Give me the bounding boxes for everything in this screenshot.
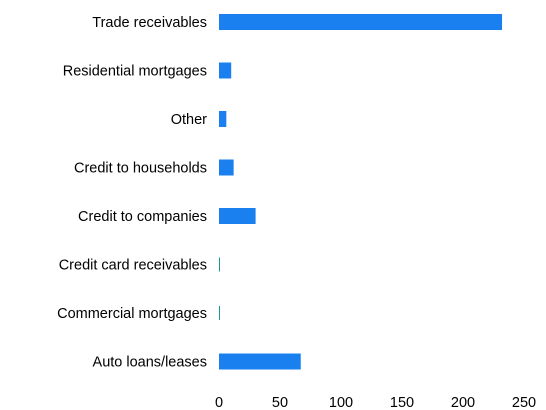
x-tick-label: 250 bbox=[512, 395, 536, 410]
x-tick-label: 150 bbox=[390, 395, 414, 410]
x-tick-label: 0 bbox=[215, 395, 223, 410]
category-label-credit-to-companies: Credit to companies bbox=[78, 209, 207, 225]
bar-credit-card-receivables bbox=[219, 257, 220, 272]
bar-commercial-mortgages bbox=[219, 306, 220, 320]
x-axis-ticks-group: 0 50 100 150 200 250 bbox=[215, 395, 536, 410]
x-tick-label: 50 bbox=[272, 395, 288, 410]
category-label-residential-mortgages: Residential mortgages bbox=[63, 64, 207, 80]
category-labels-group: Trade receivables Residential mortgages Ot… bbox=[57, 15, 207, 371]
bar-credit-to-households bbox=[219, 159, 234, 176]
x-tick-label: 200 bbox=[451, 395, 475, 410]
category-label-trade-receivables: Trade receivables bbox=[92, 15, 207, 31]
x-tick-label: 100 bbox=[329, 395, 353, 410]
bar-other bbox=[219, 111, 227, 127]
bars-group bbox=[219, 14, 503, 370]
bar-credit-to-companies bbox=[219, 208, 256, 224]
category-label-credit-to-households: Credit to households bbox=[74, 161, 207, 177]
category-label-credit-card-receivables: Credit card receivables bbox=[59, 258, 207, 274]
bar-trade-receivables bbox=[219, 14, 503, 30]
category-label-other: Other bbox=[171, 112, 207, 128]
bar-auto-loans-leases bbox=[219, 353, 301, 370]
category-label-commercial-mortgages: Commercial mortgages bbox=[57, 306, 207, 322]
category-label-auto-loans-leases: Auto loans/leases bbox=[93, 355, 207, 371]
bar-residential-mortgages bbox=[219, 62, 232, 79]
